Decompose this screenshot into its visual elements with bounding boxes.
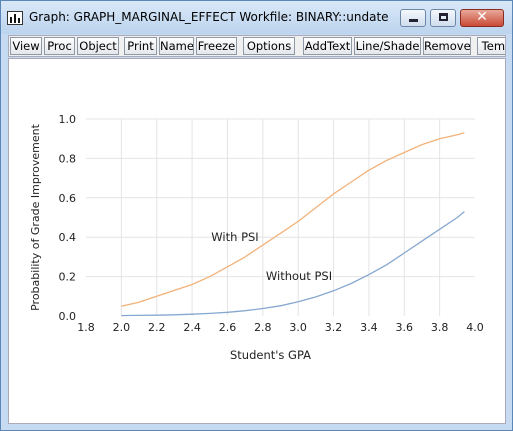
- y-tick-label: 0.2: [59, 271, 77, 284]
- line-chart: 0.0 0.2 0.4 0.6 0.8 1.0 1.8 2.0 2.2 2.4 2.6 2.8 3.0 3…: [29, 113, 484, 362]
- freeze-button[interactable]: Freeze: [196, 37, 237, 55]
- object-button[interactable]: Object: [77, 37, 119, 55]
- remove-button[interactable]: Remove: [423, 37, 471, 55]
- series-line-with-psi: [121, 132, 465, 307]
- x-tick-label: 3.0: [289, 321, 307, 334]
- x-tick-label: 3.6: [396, 321, 414, 334]
- y-tick-label: 0.8: [59, 152, 77, 165]
- maximize-icon: [439, 13, 448, 21]
- view-button[interactable]: View: [10, 37, 42, 55]
- graph-toolbar: View Proc Object Print Name Freeze Optio…: [8, 35, 506, 57]
- annotation-with-psi[interactable]: With PSI: [211, 230, 258, 244]
- name-button[interactable]: Name: [159, 37, 194, 55]
- temp-button[interactable]: Temp: [477, 37, 505, 55]
- x-tick-label: 1.8: [77, 321, 95, 334]
- x-tick-label: 2.0: [113, 321, 131, 334]
- y-tick-label: 0.4: [59, 231, 77, 244]
- x-tick-label: 3.8: [431, 321, 449, 334]
- line-shade-button[interactable]: Line/Shade: [354, 37, 421, 55]
- series-line-without-psi: [121, 211, 465, 317]
- x-axis-label: Student's GPA: [230, 348, 311, 362]
- x-tick-label: 2.2: [148, 321, 166, 334]
- print-button[interactable]: Print: [124, 37, 157, 55]
- x-tick-label: 3.2: [325, 321, 343, 334]
- x-tick-label: 3.4: [360, 321, 378, 334]
- maximize-button[interactable]: [430, 9, 456, 27]
- y-tick-label: 1.0: [59, 113, 77, 126]
- graph-app-icon: [7, 11, 23, 25]
- minimize-icon: [409, 19, 418, 22]
- y-tick-label: 0.6: [59, 192, 77, 205]
- close-button[interactable]: ✕: [460, 9, 504, 27]
- y-axis-label: Probability of Grade Improvement: [29, 123, 42, 310]
- graph-canvas: 0.0 0.2 0.4 0.6 0.8 1.0 1.8 2.0 2.2 2.4 2.6 2.8 3.0 3…: [8, 58, 506, 424]
- minimize-button[interactable]: [400, 9, 426, 27]
- close-icon: ✕: [476, 9, 488, 25]
- window-title: Graph: GRAPH_MARGINAL_EFFECT Workfile: B…: [29, 10, 389, 24]
- addtext-button[interactable]: AddText: [303, 37, 352, 55]
- proc-button[interactable]: Proc: [44, 37, 75, 55]
- x-tick-label: 2.4: [183, 321, 201, 334]
- x-tick-label: 2.8: [254, 321, 272, 334]
- x-tick-label: 2.6: [219, 321, 237, 334]
- x-tick-label: 4.0: [466, 321, 484, 334]
- annotation-without-psi[interactable]: Without PSI: [266, 269, 332, 283]
- y-tick-label: 0.0: [59, 310, 77, 323]
- options-button[interactable]: Options: [243, 37, 295, 55]
- title-bar[interactable]: Graph: GRAPH_MARGINAL_EFFECT Workfile: B…: [1, 1, 512, 34]
